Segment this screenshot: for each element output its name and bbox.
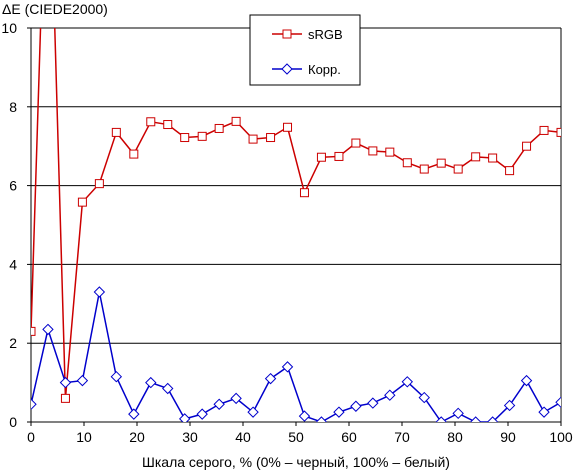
data-point (196, 408, 208, 420)
x-tick-label: 10 (76, 429, 92, 445)
data-point (522, 141, 532, 151)
data-point (299, 188, 309, 198)
data-point (77, 197, 87, 207)
data-point (42, 323, 54, 336)
data-point (248, 134, 258, 144)
data-point (538, 406, 550, 418)
data-point (333, 406, 345, 418)
legend-label: sRGB (308, 27, 343, 42)
data-point (453, 164, 463, 174)
data-point (110, 370, 123, 383)
data-point (214, 123, 224, 133)
data-point (94, 179, 104, 189)
x-tick-label: 0 (27, 429, 35, 445)
data-point (162, 382, 174, 395)
data-point (60, 393, 70, 403)
data-point (163, 120, 173, 130)
data-point (247, 406, 259, 418)
data-point (368, 146, 378, 156)
data-point (503, 399, 516, 412)
y-tick-label: 0 (9, 414, 17, 430)
data-point (264, 372, 277, 385)
data-point (505, 166, 515, 176)
legend: sRGB Корр. (249, 14, 361, 86)
data-point (555, 396, 561, 409)
x-tick-label: 30 (182, 429, 198, 445)
data-point (471, 152, 481, 162)
x-axis-title: Шкала серого, % (0% – черный, 100% – бел… (142, 454, 450, 470)
data-point (231, 116, 241, 126)
x-tick-label: 20 (129, 429, 145, 445)
data-point (350, 400, 362, 412)
data-point (452, 407, 464, 420)
data-point (385, 147, 395, 157)
data-point (469, 416, 482, 422)
series-1 (31, 28, 561, 403)
series-line (31, 291, 561, 422)
data-point (401, 376, 414, 388)
data-point (419, 164, 429, 174)
x-tick-label: 90 (500, 429, 516, 445)
data-point (178, 413, 191, 422)
data-point (146, 117, 156, 127)
data-point (283, 122, 293, 132)
x-tick-label: 80 (447, 429, 463, 445)
data-point (129, 149, 139, 159)
x-tick-label: 100 (549, 429, 573, 445)
x-tick-label: 60 (341, 429, 357, 445)
data-point (486, 416, 499, 422)
data-point (145, 376, 157, 389)
data-point (334, 151, 344, 161)
data-point (316, 152, 326, 162)
data-point (128, 408, 140, 420)
data-point (436, 158, 446, 168)
data-point (351, 138, 361, 148)
y-axis-title: ΔE (CIEDE2000) (2, 1, 108, 17)
data-point (367, 397, 379, 409)
data-point (315, 416, 328, 422)
x-tick-label: 50 (288, 429, 304, 445)
data-point (298, 410, 311, 422)
legend-label: Корр. (308, 62, 341, 77)
grid (31, 27, 561, 423)
data-point (435, 416, 447, 422)
data-point (31, 398, 37, 410)
data-point (418, 391, 430, 404)
data-point (76, 374, 89, 387)
series-2 (31, 286, 561, 422)
data-point (266, 133, 276, 143)
data-point (59, 376, 72, 389)
y-tick-label: 2 (9, 335, 17, 351)
data-point (31, 326, 36, 336)
data-point (230, 392, 242, 405)
axes (30, 28, 562, 423)
data-point (556, 127, 561, 137)
x-tick-label: 70 (394, 429, 410, 445)
data-point (281, 361, 294, 373)
data-point (213, 398, 225, 410)
legend-marker (282, 29, 292, 39)
data-point (384, 389, 396, 401)
data-point (111, 127, 121, 137)
y-tick-label: 10 (1, 20, 17, 36)
legend-marker (281, 63, 293, 75)
y-tick-label: 4 (9, 256, 17, 272)
data-point (520, 374, 533, 387)
data-point (197, 131, 207, 141)
data-point (539, 125, 549, 135)
data-point (402, 158, 412, 168)
x-tick-label: 40 (235, 429, 251, 445)
y-tick-label: 8 (9, 99, 17, 115)
legend-box (249, 14, 361, 86)
series-group (31, 28, 561, 422)
y-tick-label: 6 (9, 178, 17, 194)
data-point (488, 153, 498, 163)
data-point (93, 286, 106, 298)
data-point (180, 133, 190, 143)
